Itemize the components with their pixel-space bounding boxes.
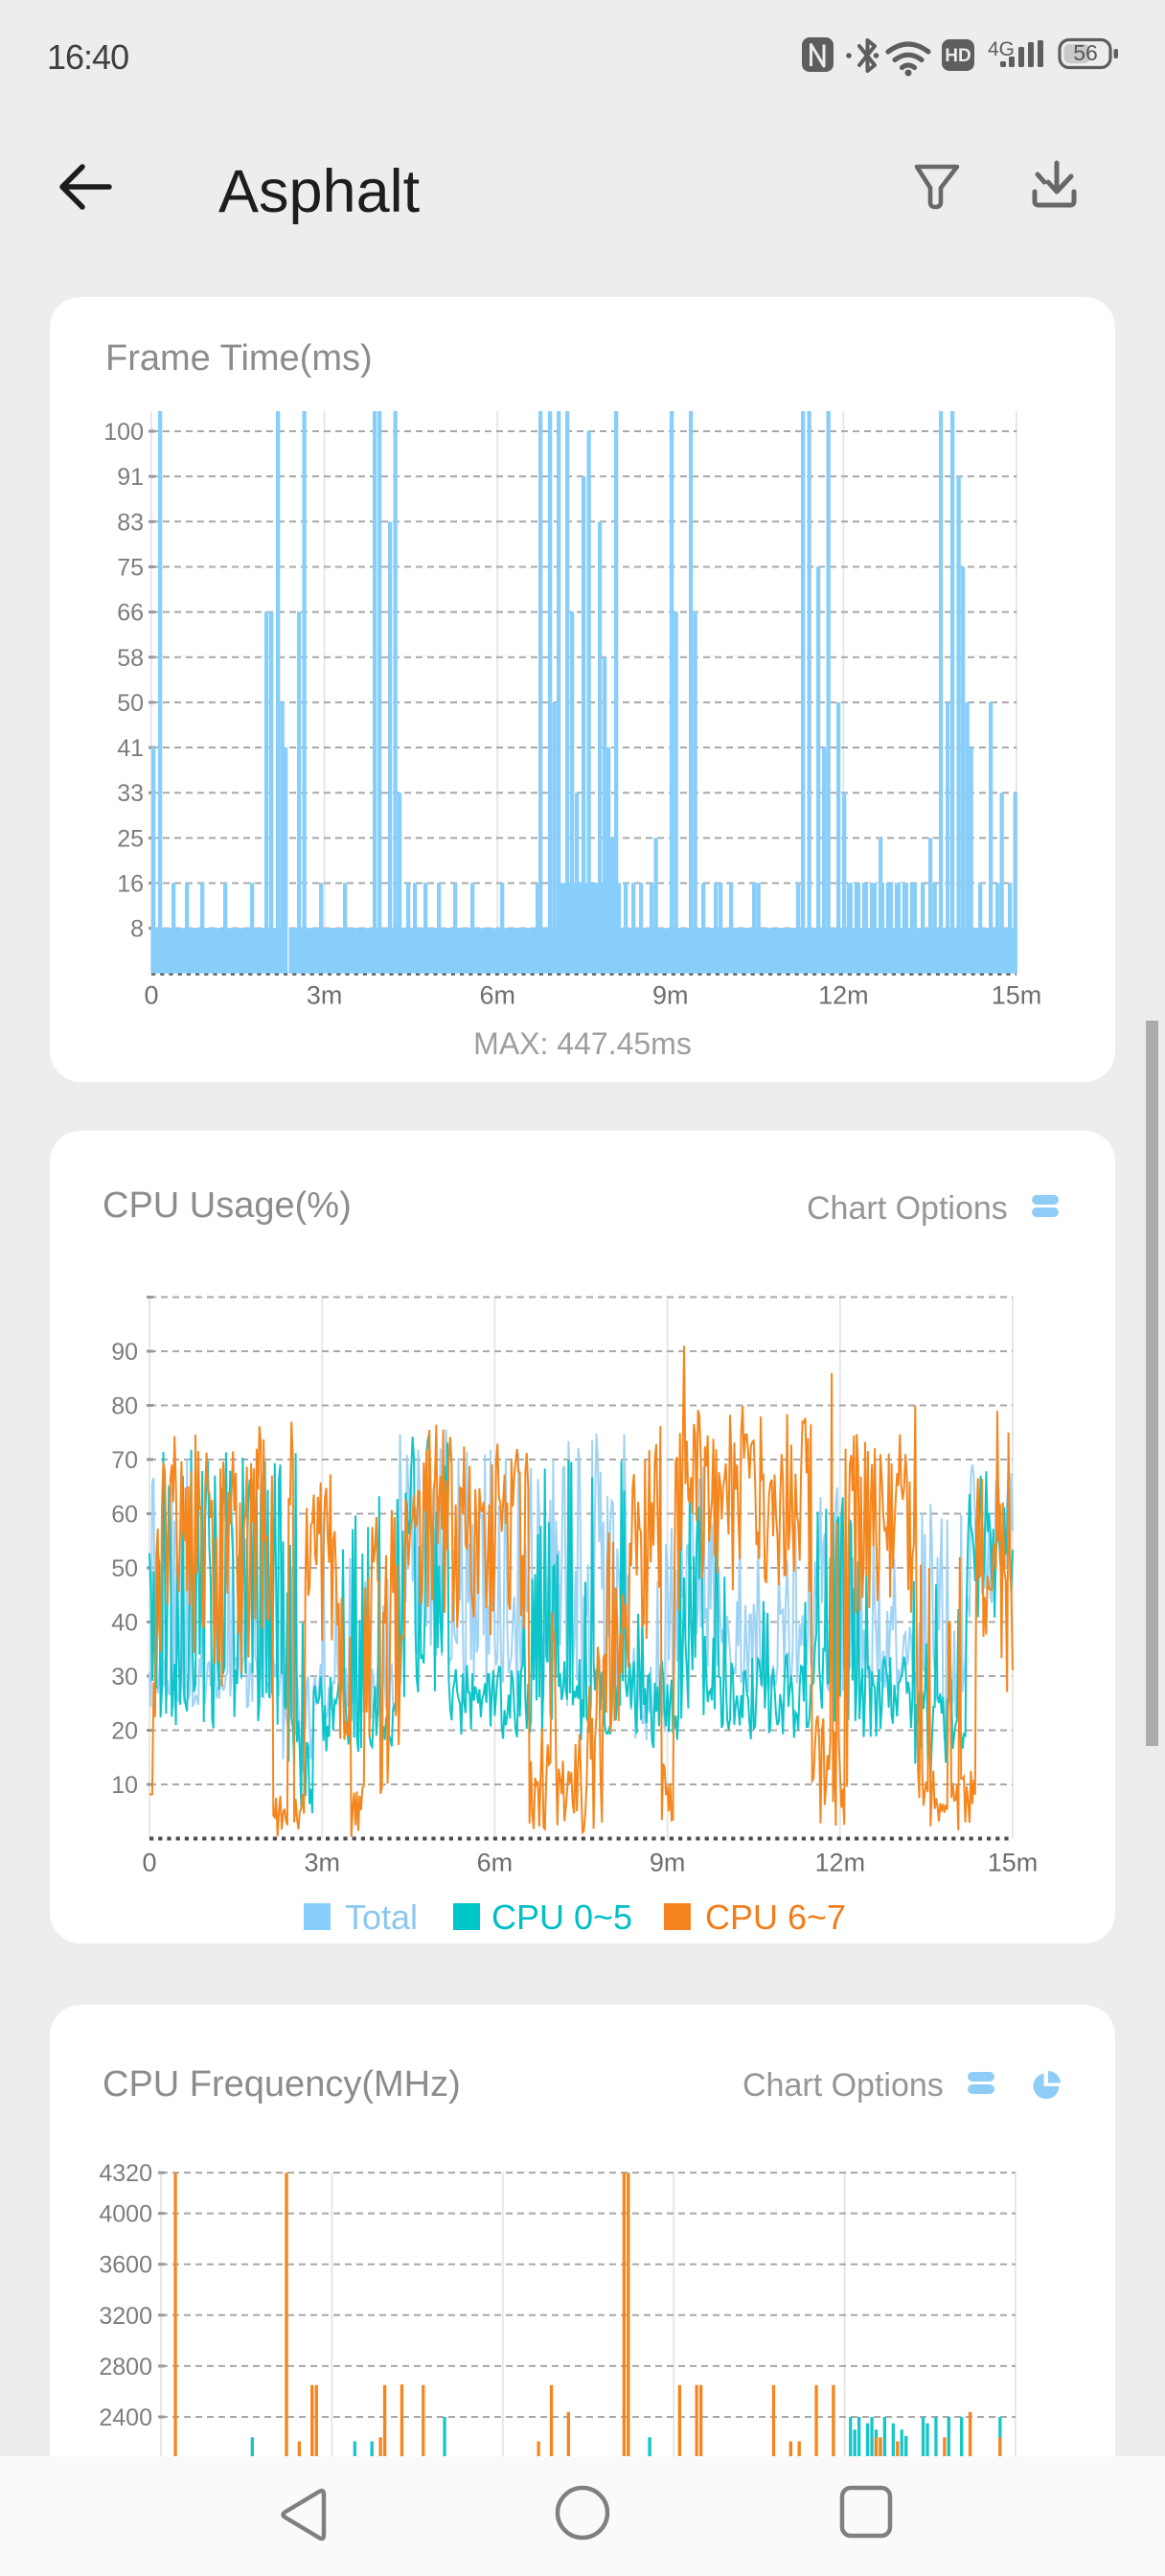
svg-text:41: 41 bbox=[117, 735, 144, 762]
svg-text:50: 50 bbox=[117, 690, 144, 717]
svg-text:10: 10 bbox=[111, 1772, 138, 1799]
svg-text:2400: 2400 bbox=[99, 2404, 152, 2431]
svg-text:50: 50 bbox=[111, 1555, 138, 1582]
svg-text:25: 25 bbox=[117, 825, 144, 852]
svg-text:60: 60 bbox=[111, 1502, 138, 1529]
svg-text:40: 40 bbox=[111, 1610, 138, 1637]
svg-text:6m: 6m bbox=[477, 1849, 514, 1877]
svg-text:15m: 15m bbox=[988, 1849, 1039, 1877]
svg-text:75: 75 bbox=[117, 554, 144, 581]
svg-text:83: 83 bbox=[117, 509, 144, 536]
svg-text:9m: 9m bbox=[650, 1849, 686, 1877]
svg-text:91: 91 bbox=[117, 464, 144, 491]
svg-text:8: 8 bbox=[130, 916, 144, 943]
svg-text:9m: 9m bbox=[652, 981, 689, 1010]
svg-text:16: 16 bbox=[117, 871, 144, 898]
svg-text:70: 70 bbox=[111, 1447, 138, 1474]
svg-text:12m: 12m bbox=[815, 1849, 866, 1877]
svg-text:15m: 15m bbox=[992, 981, 1042, 1010]
svg-text:3200: 3200 bbox=[99, 2303, 152, 2330]
svg-text:90: 90 bbox=[111, 1339, 138, 1366]
svg-text:33: 33 bbox=[117, 780, 144, 807]
svg-text:80: 80 bbox=[111, 1393, 138, 1420]
svg-text:58: 58 bbox=[117, 645, 144, 672]
svg-text:2800: 2800 bbox=[99, 2354, 152, 2380]
svg-text:0: 0 bbox=[142, 1849, 156, 1877]
svg-text:4000: 4000 bbox=[99, 2201, 152, 2228]
svg-text:4320: 4320 bbox=[99, 2160, 152, 2187]
svg-text:3m: 3m bbox=[304, 1849, 340, 1877]
svg-text:3600: 3600 bbox=[99, 2252, 152, 2279]
svg-text:30: 30 bbox=[111, 1664, 138, 1690]
svg-text:66: 66 bbox=[117, 600, 144, 627]
svg-text:0: 0 bbox=[144, 981, 158, 1010]
svg-text:100: 100 bbox=[103, 419, 144, 446]
svg-text:3m: 3m bbox=[307, 981, 343, 1010]
svg-text:20: 20 bbox=[111, 1718, 138, 1745]
svg-text:12m: 12m bbox=[818, 981, 869, 1010]
svg-text:6m: 6m bbox=[479, 981, 515, 1010]
